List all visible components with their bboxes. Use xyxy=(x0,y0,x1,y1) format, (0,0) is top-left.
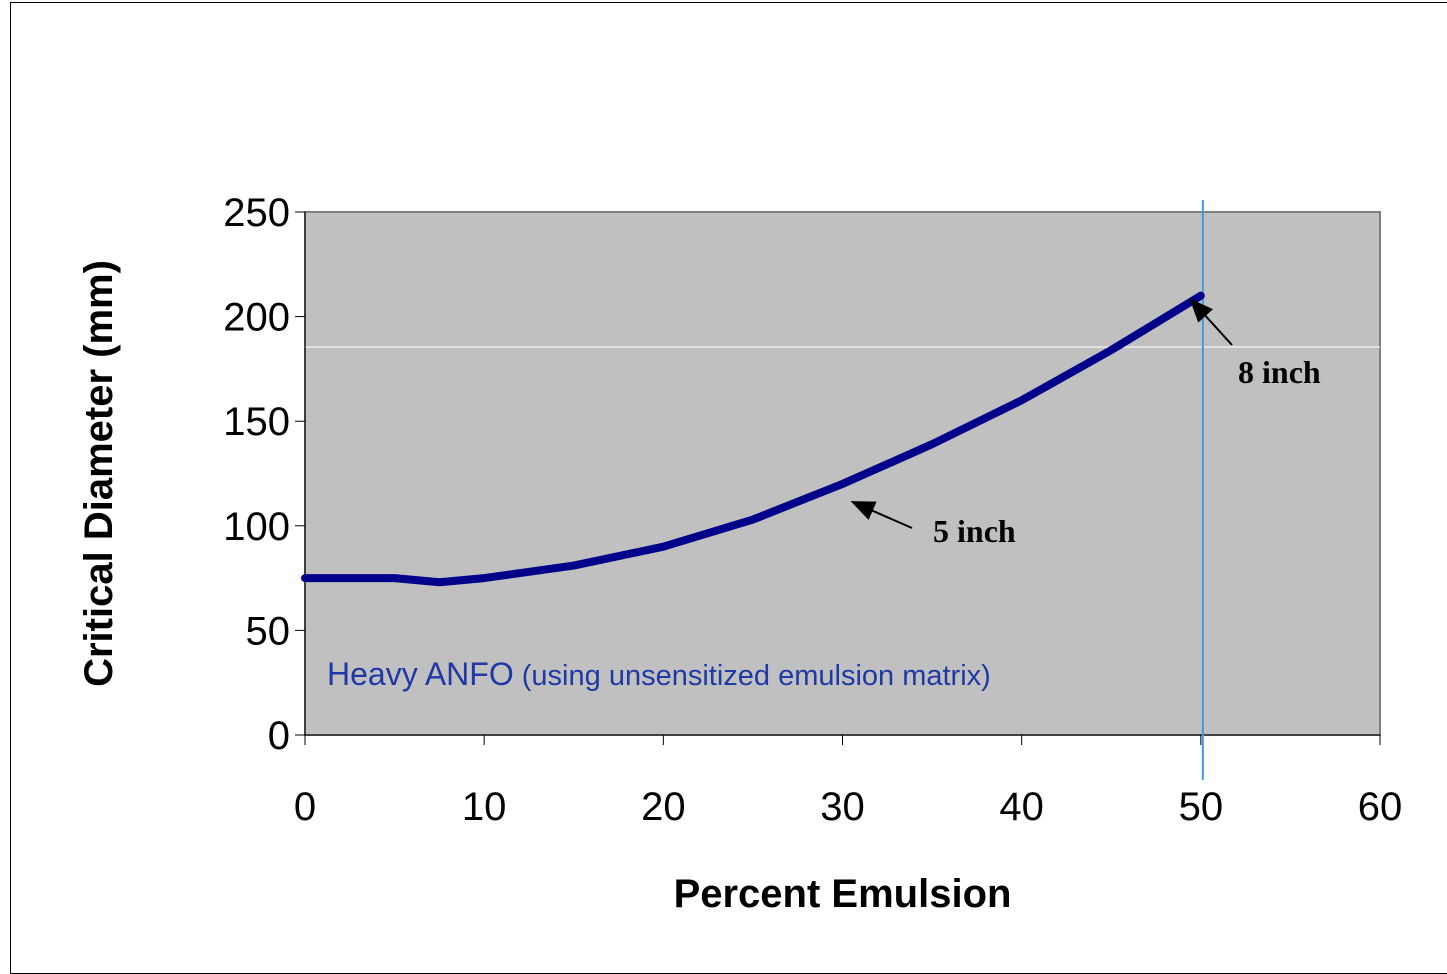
x-axis-title: Percent Emulsion xyxy=(674,872,1012,916)
y-tick-label: 200 xyxy=(223,296,290,340)
x-tick-label: 50 xyxy=(1179,785,1224,829)
series-label-main: Heavy ANFO xyxy=(327,656,514,692)
x-tick-label: 40 xyxy=(999,785,1044,829)
x-tick-label: 60 xyxy=(1358,785,1403,829)
x-tick-label: 0 xyxy=(294,785,316,829)
series-label: Heavy ANFO (using unsensitized emulsion … xyxy=(327,656,991,692)
annotation-label: 5 inch xyxy=(933,513,1016,549)
annotation-label: 8 inch xyxy=(1238,354,1321,390)
y-axis-title: Critical Diameter (mm) xyxy=(77,260,121,687)
annotations: 8 inch 5 inch xyxy=(850,298,1321,549)
x-tick-label: 30 xyxy=(820,785,865,829)
y-tick-label: 50 xyxy=(246,609,291,653)
x-tick-label: 20 xyxy=(641,785,686,829)
x-tick-labels: 0 10 20 30 40 50 60 xyxy=(294,785,1402,829)
annotation-arrow xyxy=(850,501,913,529)
series-line-heavy-anfo xyxy=(301,291,1205,587)
y-tick-labels: 0 50 100 150 200 250 xyxy=(223,191,290,758)
series-label-sub: (using unsensitized emulsion matrix) xyxy=(514,660,991,692)
y-tick-label: 0 xyxy=(268,714,290,758)
y-tick-label: 100 xyxy=(223,505,290,549)
annotation-arrow xyxy=(1189,298,1233,346)
y-tick-label: 250 xyxy=(223,191,290,235)
x-tick-label: 10 xyxy=(462,785,507,829)
axes xyxy=(295,211,1381,745)
y-tick-label: 150 xyxy=(223,400,290,444)
